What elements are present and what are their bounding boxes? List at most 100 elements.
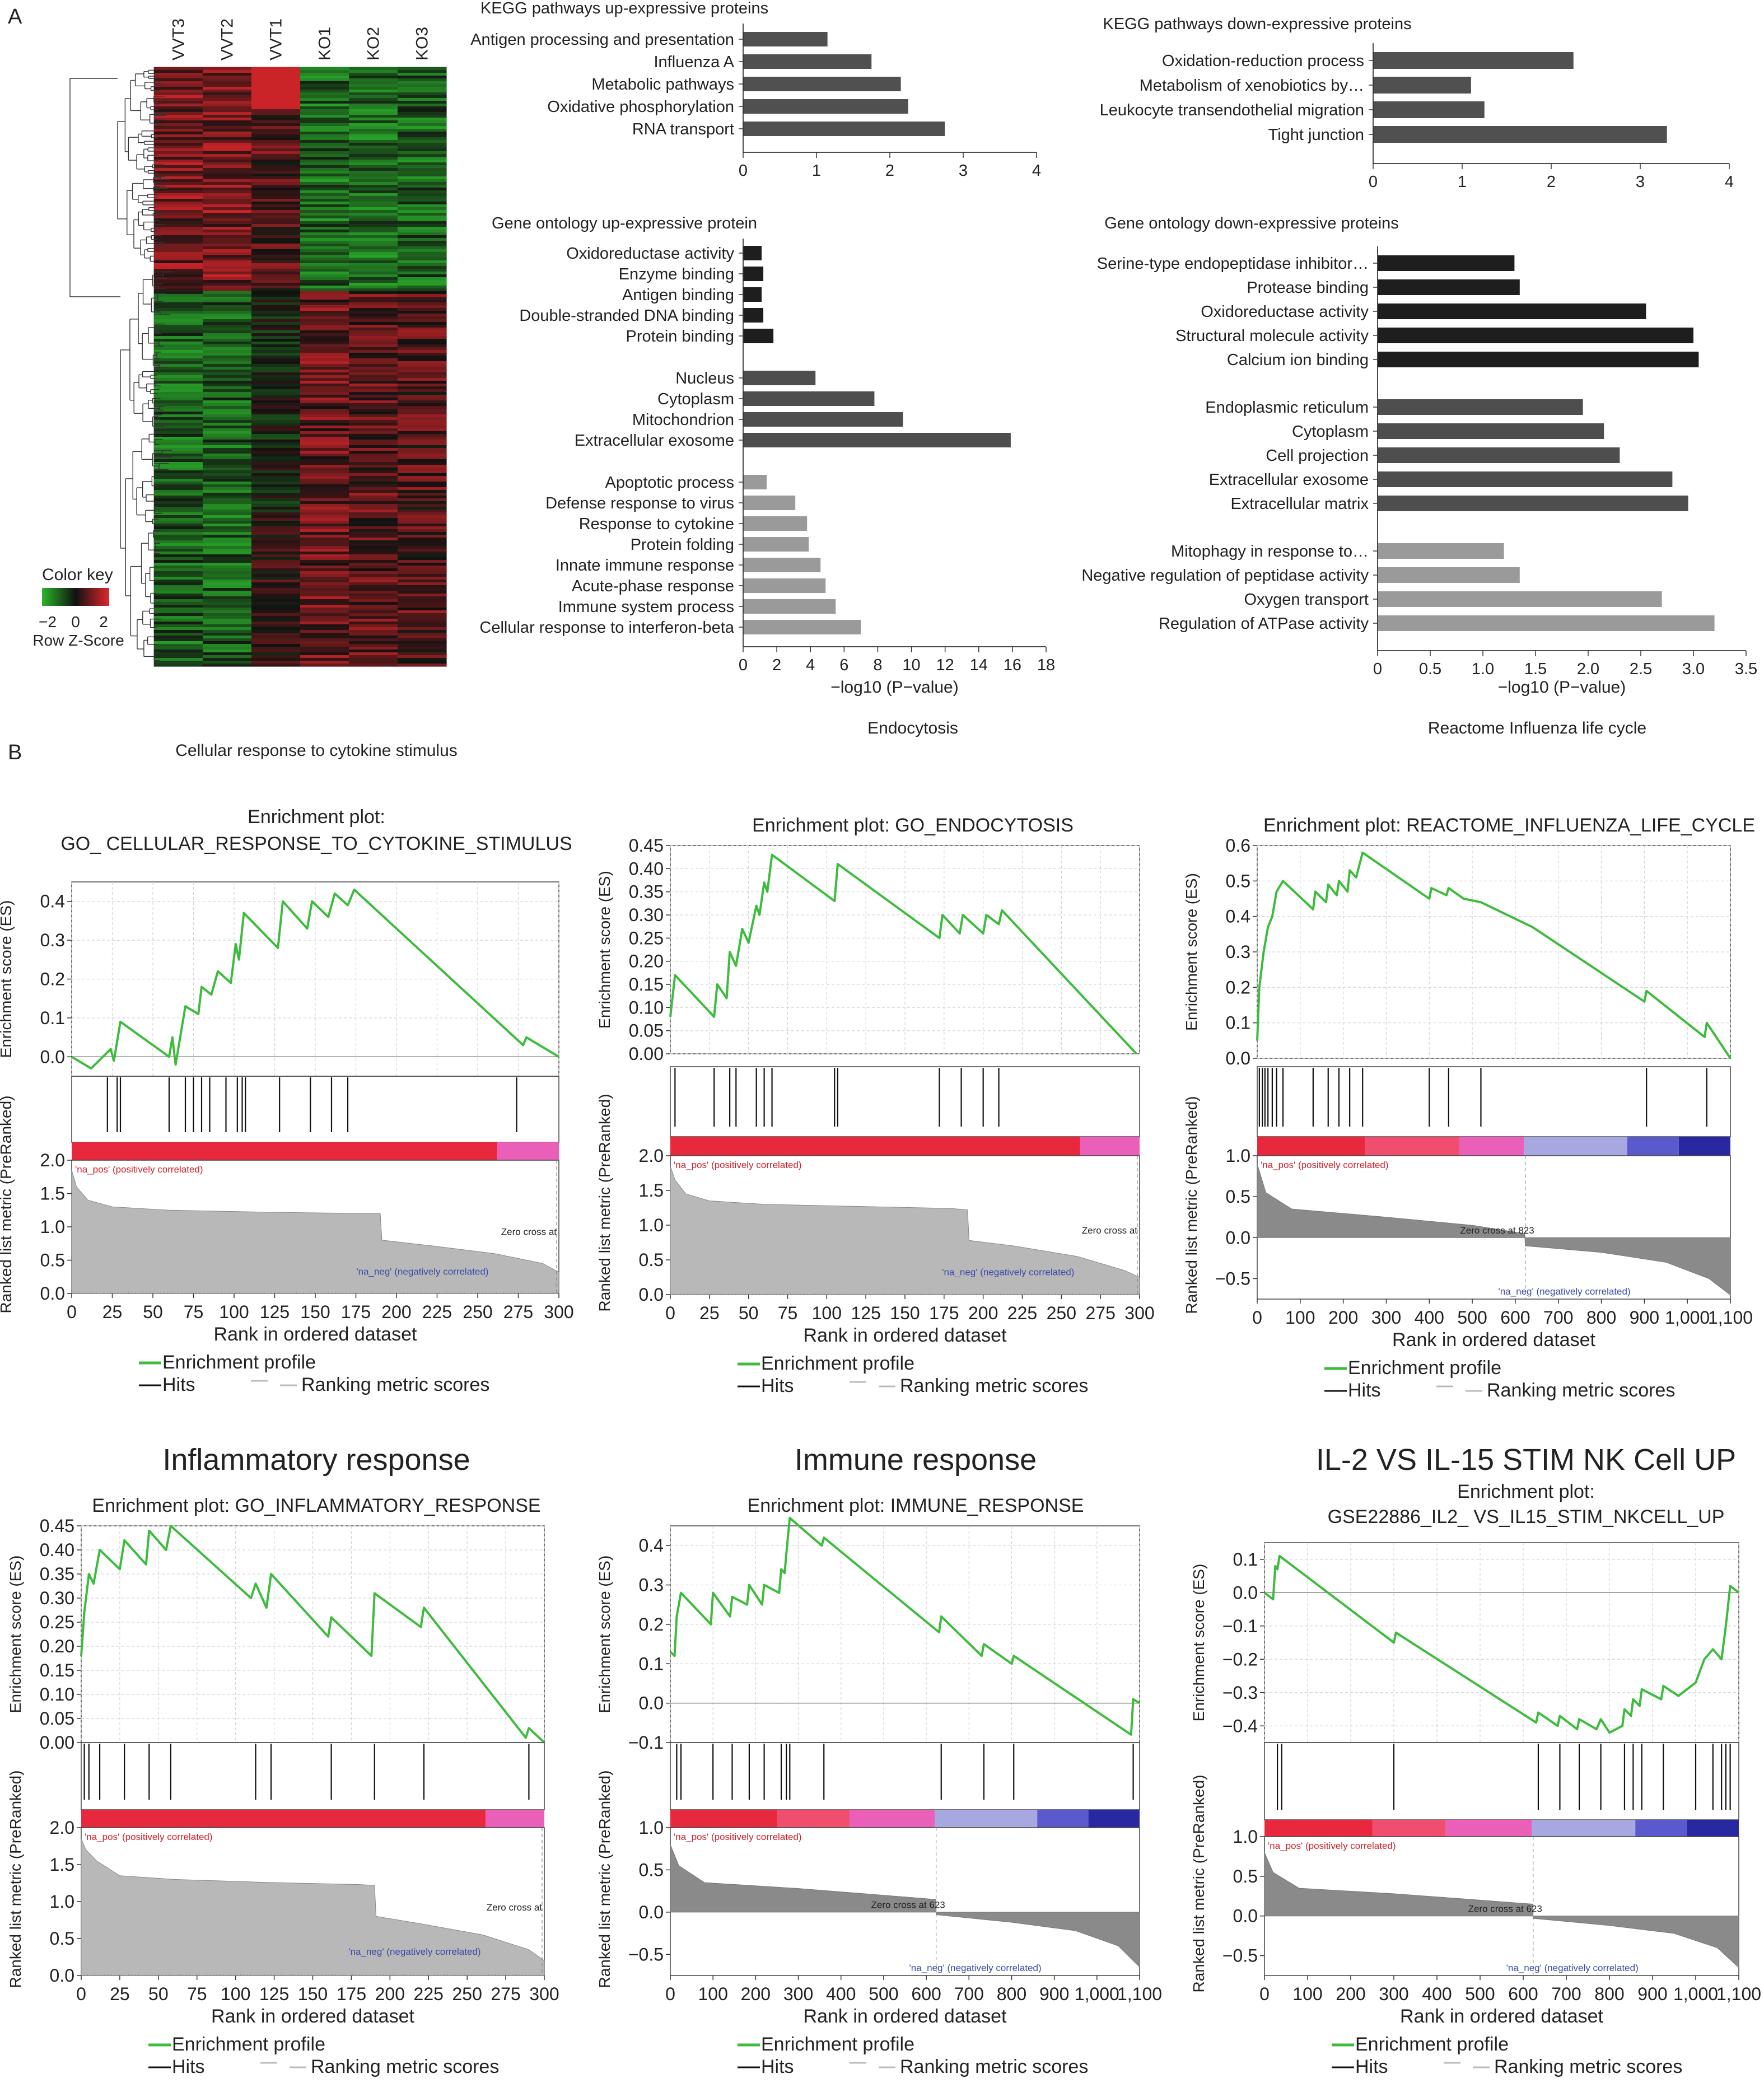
heatmap-cell (154, 132, 203, 135)
heatmap-cell (251, 347, 301, 351)
heatmap-cell (398, 538, 447, 541)
x-tick-label: 800 (1594, 1984, 1624, 2004)
heatmap-cell (398, 608, 447, 611)
heatmap-cell (300, 538, 349, 541)
heatmap-cell (349, 244, 398, 247)
heatmap-cell (349, 622, 398, 625)
heatmap-cell (300, 328, 349, 331)
heatmap-cell (203, 199, 252, 202)
heatmap-cell (203, 496, 252, 499)
heatmap-cell (203, 370, 252, 373)
heatmap-cell (251, 193, 301, 197)
heatmap-cell (349, 538, 398, 541)
heatmap-cell (300, 560, 349, 563)
y-tick-label: 1.5 (40, 1184, 65, 1204)
heatmap-cell (300, 286, 349, 289)
heatmap-cell (300, 246, 349, 250)
heatmap-cell (251, 602, 301, 605)
heatmap-cell (203, 266, 252, 269)
heatmap-cell (300, 638, 349, 642)
heatmap-cell (349, 353, 398, 356)
heatmap-cell (251, 174, 301, 177)
bar (1378, 615, 1715, 631)
heatmap-cell (251, 300, 301, 303)
heatmap-cell (398, 661, 447, 664)
heatmap-cell (251, 498, 301, 502)
heatmap-cell (349, 224, 398, 227)
heatmap-cell (349, 652, 398, 656)
heatmap-cell (300, 465, 349, 468)
x-axis-label: Rank in ordered dataset (1392, 1329, 1595, 1351)
heatmap-cell (251, 431, 301, 435)
heatmap-cell (154, 266, 203, 269)
heatmap-cell (203, 554, 252, 558)
chart-title: Gene ontology down-expressive proteins (1104, 214, 1399, 232)
heatmap-cell (251, 403, 301, 407)
heatmap-cell (203, 557, 252, 561)
heatmap-cell (154, 546, 203, 549)
heatmap-cell (349, 196, 398, 199)
bar-category-label: Oxidative phosphorylation (547, 98, 734, 116)
heatmap-cell (251, 650, 301, 653)
heatmap-cell (300, 630, 349, 633)
heatmap-cell (349, 333, 398, 337)
heatmap-cell (251, 227, 301, 230)
heatmap-cell (203, 291, 252, 295)
heatmap-cell (203, 434, 252, 437)
heatmap-cell (203, 73, 252, 76)
zero-cross-label: Zero cross at 623 (871, 1899, 945, 1910)
heatmap-cell (251, 535, 301, 538)
heatmap-cell (251, 274, 301, 278)
heatmap-cell (349, 78, 398, 82)
heatmap-cell (398, 280, 447, 283)
heatmap-cell (398, 98, 447, 101)
heatmap-cell (251, 655, 301, 658)
heatmap-cell (398, 451, 447, 454)
heatmap-cell (398, 582, 447, 586)
legend-metric-label: Ranking metric scores (311, 2056, 499, 2077)
heatmap-cell (300, 182, 349, 185)
heatmap-cell (349, 630, 398, 633)
heatmap-cell (349, 661, 398, 664)
heatmap-cell (154, 400, 203, 404)
heatmap-cell (349, 585, 398, 589)
rank-color-segment (1088, 1810, 1140, 1828)
heatmap-cell (203, 134, 252, 138)
positive-label: 'na_pos' (positively correlated) (1261, 1160, 1389, 1170)
heatmap-cell (349, 529, 398, 533)
bar-category-label: Nucleus (675, 370, 734, 387)
zero-cross-label: Zero cross at 623 (1468, 1904, 1542, 1914)
heatmap-cell (349, 664, 398, 667)
heatmap-cell (154, 210, 203, 213)
heatmap-cell (349, 168, 398, 171)
heatmap-cell (203, 372, 252, 376)
heatmap-cell (300, 274, 349, 278)
x-tick-label: 900 (1630, 1307, 1659, 1328)
heatmap-cell (154, 518, 203, 521)
heatmap-cell (154, 137, 203, 141)
heatmap-cell (300, 596, 349, 600)
heatmap-cell (349, 420, 398, 423)
heatmap-cell (349, 316, 398, 320)
y-axis-label-metric: Ranked list metric (PreRanked) (596, 1770, 613, 1988)
x-tick-label: 1,100 (1716, 1984, 1761, 2004)
heatmap-cell (349, 305, 398, 309)
heatmap-cell (154, 297, 203, 300)
heatmap-cell (398, 459, 447, 463)
heatmap-cell (203, 437, 252, 440)
heatmap-cell (300, 249, 349, 253)
heatmap-cell (349, 602, 398, 605)
heatmap-cell (154, 655, 203, 658)
y-tick-label: 0.5 (1233, 1866, 1258, 1886)
heatmap-cell (300, 361, 349, 365)
heatmap-cell (251, 641, 301, 644)
heatmap-cell (251, 118, 301, 121)
heatmap-cell (203, 563, 252, 566)
heatmap-cell (203, 420, 252, 423)
x-tick-label: 0 (1373, 660, 1382, 678)
bar-category-label: Tight junction (1268, 126, 1364, 144)
heatmap-cell (300, 479, 349, 482)
heatmap-cell (398, 115, 447, 118)
heatmap-cell (251, 619, 301, 622)
heatmap-cell (349, 638, 398, 642)
